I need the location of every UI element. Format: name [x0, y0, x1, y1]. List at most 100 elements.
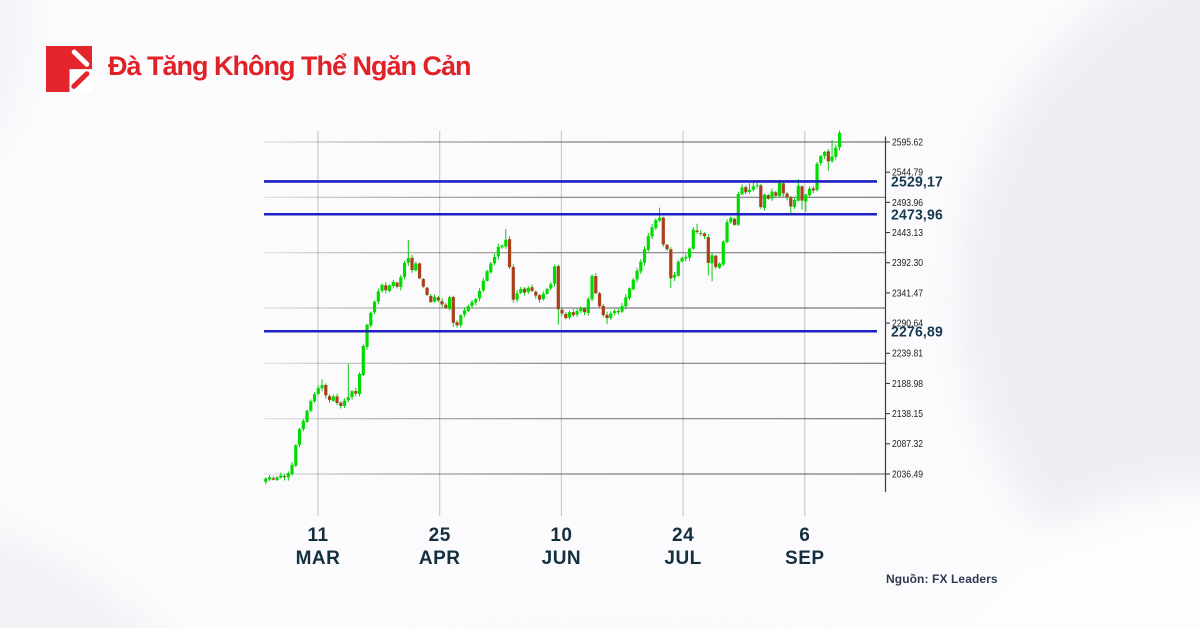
candle-body-up — [432, 296, 437, 302]
candle-body-up — [721, 241, 725, 265]
candle-body-down — [571, 312, 575, 316]
y-axis-tick-label: 2188.98 — [892, 378, 923, 390]
candle-body-up — [279, 475, 283, 478]
candle-body-up — [350, 391, 354, 397]
x-axis-day-label: 24 — [672, 525, 694, 546]
candle-body-down — [800, 186, 804, 201]
candle-body-up — [687, 248, 692, 258]
x-axis-month-label: SEP — [785, 548, 825, 569]
candle-body-up — [807, 188, 812, 196]
candle-body-down — [766, 195, 770, 199]
candle-body-down — [421, 279, 425, 287]
candle-body-down — [695, 230, 699, 233]
y-axis-tick-label: 2087.32 — [892, 438, 923, 450]
candle-body-up — [777, 182, 782, 197]
candle-body-up — [627, 288, 632, 299]
y-axis-tick-label: 2443.13 — [892, 227, 923, 239]
y-axis-tick-label: 2239.81 — [892, 348, 923, 360]
candle-body-up — [657, 217, 662, 221]
candle-body-up — [331, 396, 335, 401]
candle-body-up — [639, 261, 643, 272]
candle-body-up — [504, 239, 508, 247]
candle-body-up — [725, 221, 729, 243]
page-title: Đà Tăng Không Thể Ngăn Cản — [108, 50, 471, 81]
candle-body-up — [275, 477, 279, 480]
candle-body-up — [822, 151, 827, 156]
candle-body-up — [294, 445, 298, 466]
candle-body-down — [699, 232, 703, 234]
candle-body-down — [440, 301, 444, 305]
candle-body-up — [770, 191, 774, 199]
candle-body-up — [267, 477, 272, 480]
candle-body-up — [620, 306, 624, 312]
candle-body-down — [507, 239, 512, 268]
header: Đà Tăng Không Thể Ngăn Cản — [46, 46, 471, 92]
candle-body-up — [391, 281, 395, 287]
candle-body-up — [297, 429, 302, 445]
candle-body-up — [834, 147, 838, 157]
candle-body-up — [729, 217, 733, 223]
candle-body-up — [515, 293, 519, 300]
fxleaders-logo — [46, 46, 92, 92]
candle-body-up — [406, 258, 410, 263]
candle-body-up — [402, 262, 407, 277]
candle-body-down — [744, 187, 748, 193]
candle-body-down — [594, 276, 598, 294]
candle-body-up — [301, 420, 305, 430]
candle-body-down — [781, 183, 785, 194]
candle-body-up — [650, 227, 654, 237]
candle-body-up — [447, 297, 452, 309]
candle-body-up — [837, 132, 842, 148]
candle-body-down — [669, 249, 673, 279]
candle-body-up — [342, 400, 347, 407]
candle-body-up — [361, 346, 365, 375]
candle-body-down — [714, 255, 718, 268]
candle-body-up — [684, 256, 688, 259]
candle-body-up — [380, 284, 384, 291]
candle-body-up — [762, 194, 767, 208]
candle-body-down — [826, 151, 830, 162]
candle-body-up — [567, 312, 572, 318]
candle-body-down — [354, 391, 358, 394]
candle-body-down — [417, 263, 422, 279]
candle-body-up — [815, 163, 819, 190]
candle-body-down — [537, 295, 542, 300]
x-axis-month-label: APR — [419, 548, 461, 569]
candle-body-down — [732, 218, 737, 225]
y-axis-tick-label: 2595.62 — [892, 136, 923, 148]
candle-body-up — [376, 291, 380, 302]
candle-body-up — [755, 185, 759, 186]
x-axis-day-label: 11 — [307, 525, 328, 546]
logo-slash-red — [71, 71, 90, 89]
y-axis-tick-label: 2544.79 — [892, 167, 923, 179]
candle-body-up — [710, 255, 714, 264]
candle-body-up — [751, 186, 755, 190]
candle-body-down — [702, 233, 707, 237]
candle-body-down — [706, 237, 710, 263]
candle-body-up — [796, 185, 800, 201]
candle-body-up — [346, 397, 350, 401]
candle-body-up — [481, 280, 485, 291]
candle-body-down — [339, 402, 343, 407]
candle-body-up — [462, 310, 467, 315]
candle-body-up — [819, 156, 823, 164]
candle-body-down — [324, 384, 328, 396]
candle-body-up — [830, 156, 834, 161]
x-axis-day-label: 10 — [550, 525, 572, 546]
candle-body-up — [492, 256, 497, 264]
candle-body-up — [676, 261, 680, 276]
candle-body-up — [590, 275, 594, 300]
candle-body-up — [654, 220, 658, 229]
candle-body-up — [316, 388, 320, 394]
level-label: 2529,17 — [891, 175, 943, 191]
x-axis-day-label: 25 — [429, 525, 451, 546]
candle-body-down — [444, 304, 448, 309]
candle-body-up — [691, 229, 695, 249]
y-axis-tick-label: 2290.64 — [892, 317, 923, 329]
candle-body-down — [335, 396, 339, 404]
candle-body-up — [305, 410, 309, 422]
x-axis-day-label: 6 — [799, 525, 810, 546]
candle-body-up — [399, 277, 403, 288]
level-label: 2473,96 — [891, 207, 943, 223]
candle-body-down — [665, 244, 669, 250]
